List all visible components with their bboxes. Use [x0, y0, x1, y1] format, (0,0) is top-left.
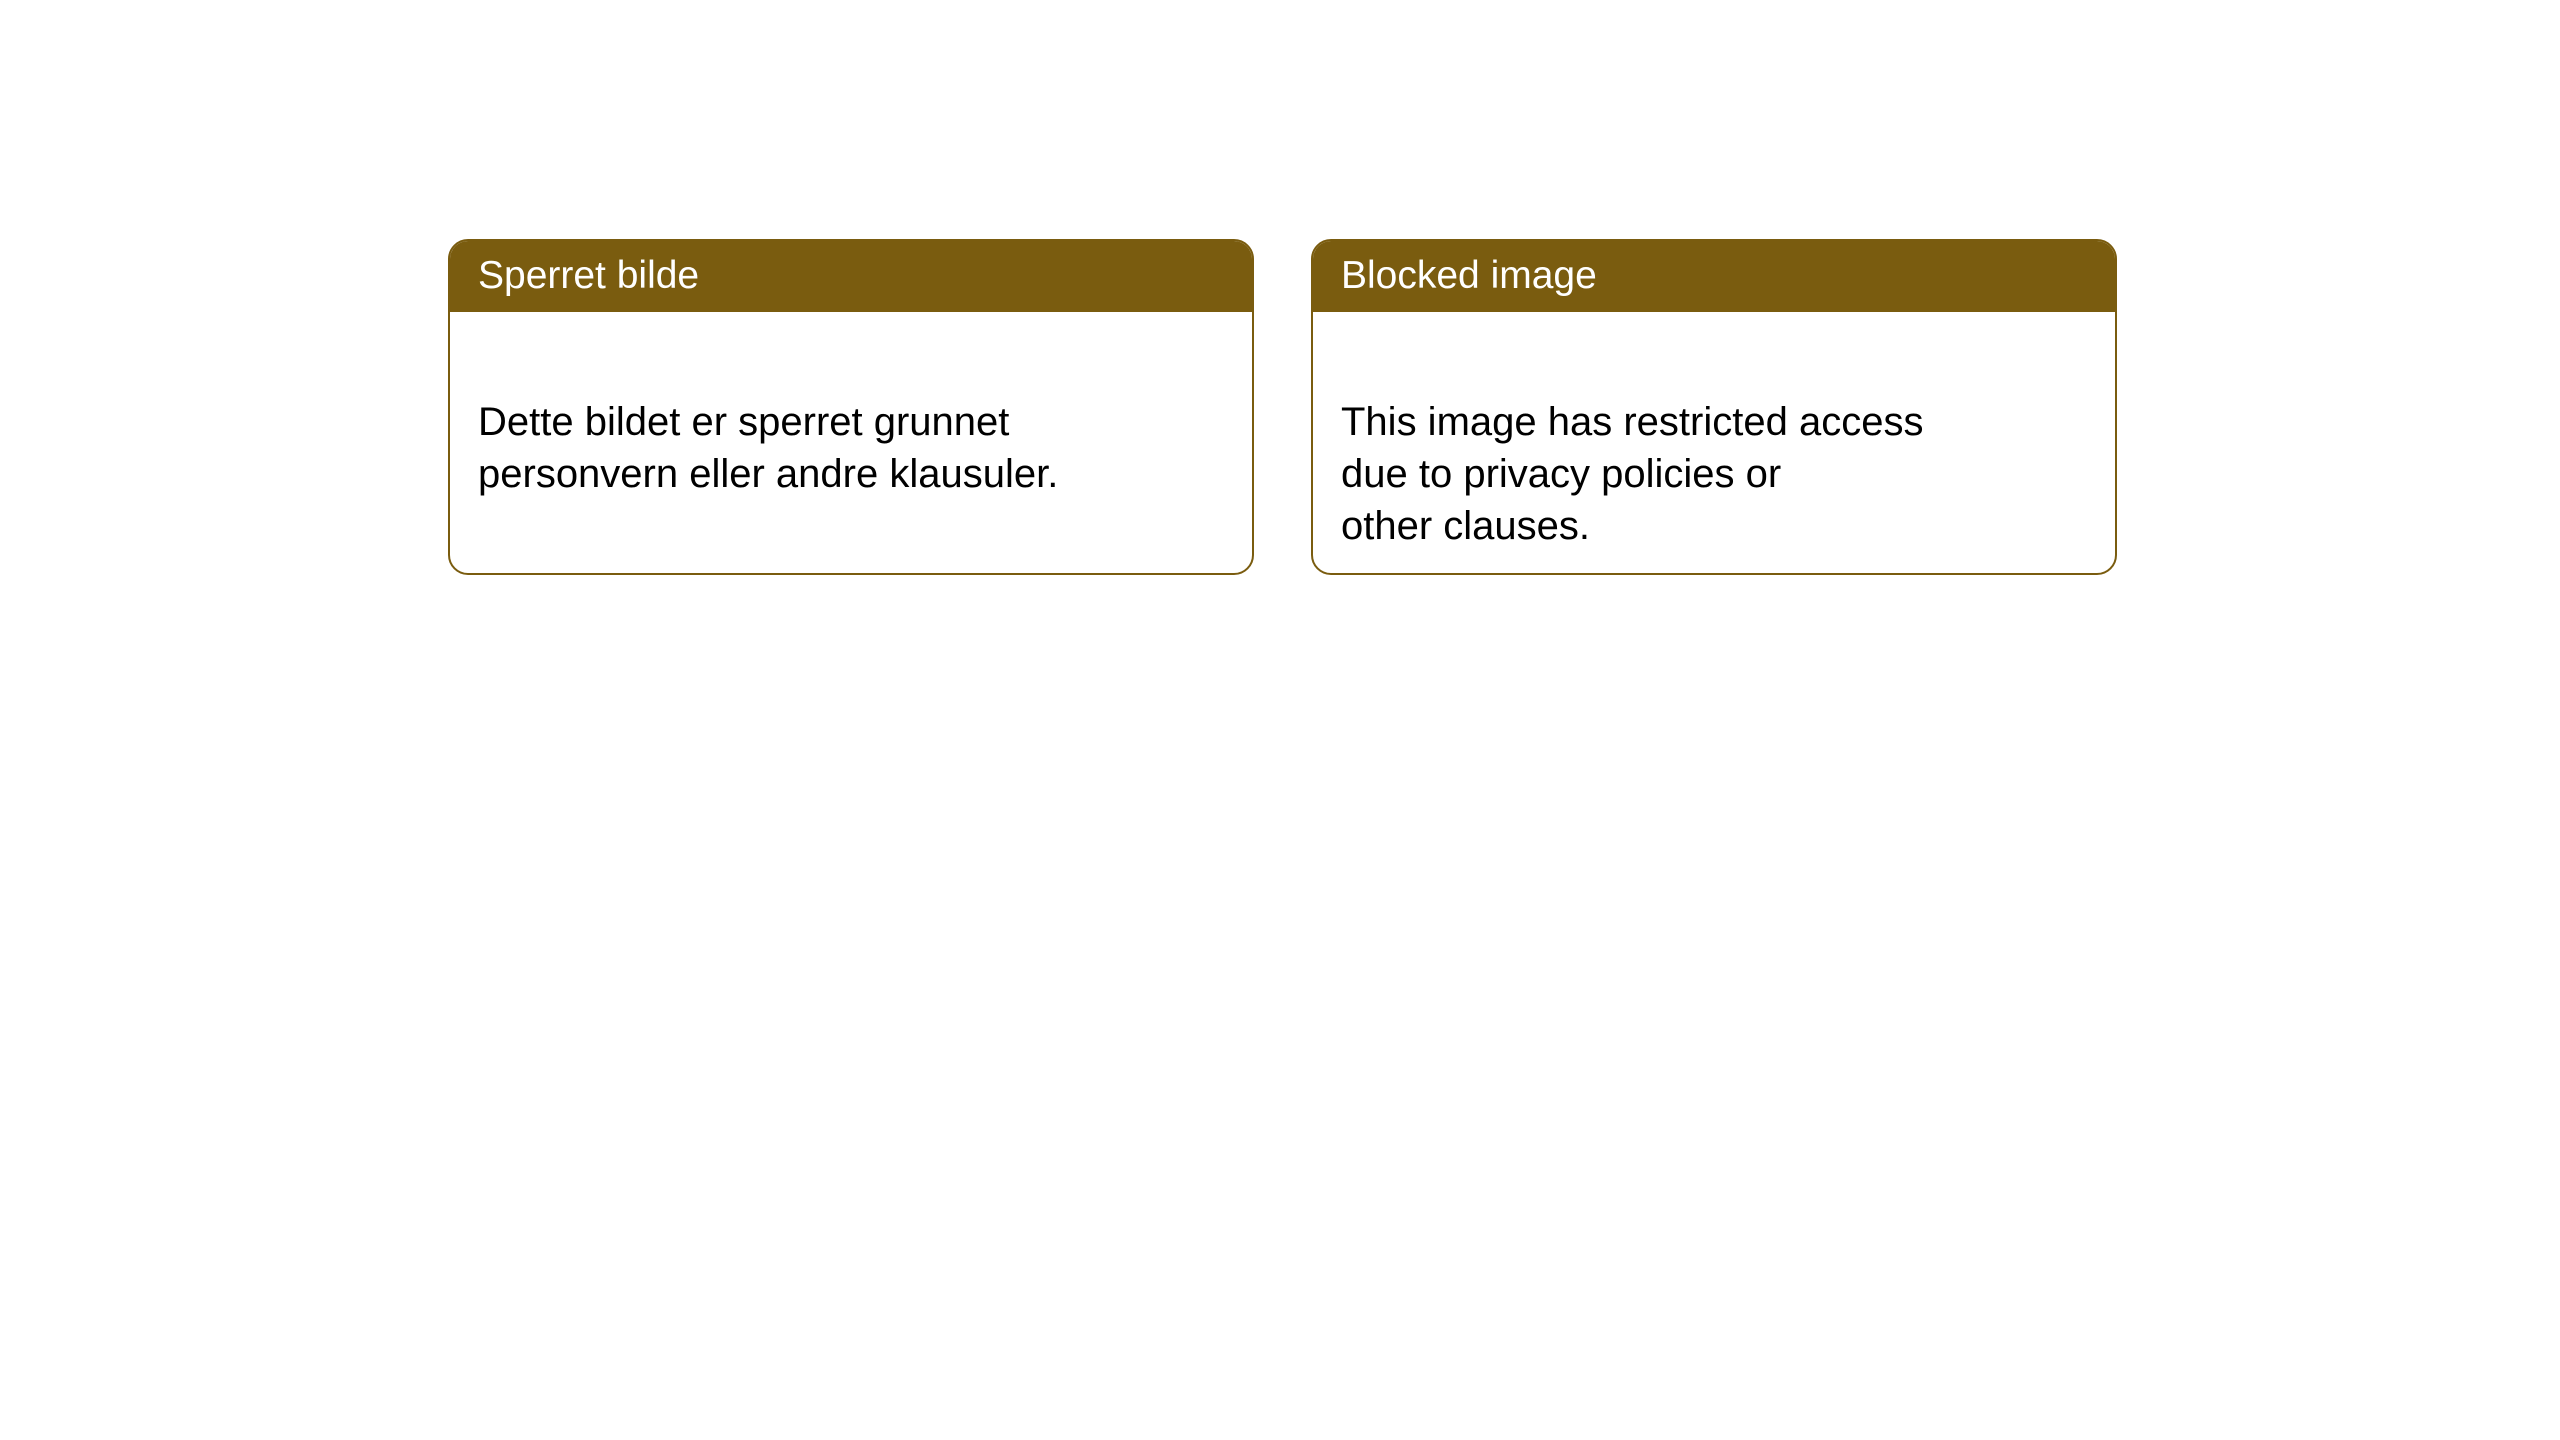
notice-card-english: Blocked image This image has restricted …: [1311, 239, 2117, 575]
notice-body: This image has restricted access due to …: [1313, 312, 2115, 575]
notice-title: Sperret bilde: [478, 254, 699, 297]
notice-body-text: Dette bildet er sperret grunnet personve…: [478, 400, 1058, 496]
notice-card-norwegian: Sperret bilde Dette bildet er sperret gr…: [448, 239, 1254, 575]
notice-title: Blocked image: [1341, 254, 1597, 297]
notice-body-text: This image has restricted access due to …: [1341, 400, 1923, 548]
notice-header: Sperret bilde: [450, 241, 1252, 312]
notice-header: Blocked image: [1313, 241, 2115, 312]
notice-container: Sperret bilde Dette bildet er sperret gr…: [448, 239, 2117, 575]
notice-body: Dette bildet er sperret grunnet personve…: [450, 312, 1252, 532]
